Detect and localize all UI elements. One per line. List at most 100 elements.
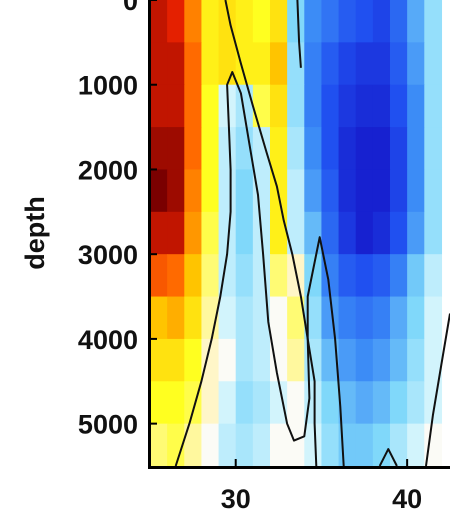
y-tick-label: 3000 bbox=[78, 240, 138, 270]
heatmap-cell bbox=[150, 423, 168, 467]
heatmap-cell bbox=[407, 0, 425, 43]
heatmap-cell bbox=[304, 42, 323, 86]
heatmap-cell bbox=[150, 254, 168, 298]
heatmap-cell bbox=[355, 0, 374, 43]
heatmap-cell bbox=[424, 254, 443, 298]
heatmap-cell bbox=[390, 42, 408, 86]
heatmap-cell bbox=[235, 423, 254, 467]
heatmap-cell bbox=[150, 211, 168, 255]
heatmap-cell bbox=[201, 423, 220, 467]
heatmap-cell bbox=[270, 127, 288, 171]
heatmap-cell bbox=[150, 296, 168, 340]
heatmap-cell bbox=[372, 296, 391, 340]
heatmap-cell bbox=[167, 42, 185, 86]
heatmap-cell bbox=[390, 127, 408, 171]
heatmap-cell bbox=[321, 338, 340, 382]
heatmap-cell bbox=[287, 84, 305, 128]
heatmap-cell bbox=[184, 423, 203, 467]
heatmap-cell bbox=[321, 84, 340, 128]
heatmap-cell bbox=[407, 42, 425, 86]
heatmap-cell bbox=[407, 381, 425, 425]
heatmap-cell bbox=[338, 381, 357, 425]
heatmap-cell bbox=[390, 169, 408, 213]
heatmap-cell bbox=[372, 42, 391, 86]
heatmap-cell bbox=[150, 84, 168, 128]
y-tick-label: 1000 bbox=[78, 71, 138, 101]
heatmap-cell bbox=[390, 423, 408, 467]
heatmap-cell bbox=[252, 84, 271, 128]
y-ticks: 0 1000 2000 3000 4000 5000 bbox=[78, 0, 157, 440]
heatmap-cell bbox=[270, 211, 288, 255]
heatmap-cell bbox=[235, 0, 254, 43]
heatmap-cell bbox=[270, 423, 288, 467]
heatmap-cell bbox=[287, 296, 305, 340]
heatmap-cell bbox=[390, 0, 408, 43]
heatmap-cell bbox=[355, 254, 374, 298]
heatmap-cell bbox=[321, 127, 340, 171]
heatmap-cell bbox=[235, 381, 254, 425]
heatmap-cell bbox=[218, 254, 237, 298]
heatmap-cell bbox=[355, 42, 374, 86]
heatmap-cell bbox=[304, 211, 323, 255]
heatmap-cell bbox=[167, 338, 185, 382]
heatmap-cell bbox=[338, 169, 357, 213]
heatmap-cell bbox=[321, 381, 340, 425]
heatmap-cell bbox=[304, 127, 323, 171]
heatmap-cell bbox=[201, 0, 220, 43]
heatmap-cell bbox=[252, 127, 271, 171]
heatmap-cell bbox=[287, 169, 305, 213]
heatmap-cell bbox=[287, 381, 305, 425]
heatmap-cell bbox=[424, 42, 443, 86]
heatmap-cell bbox=[150, 127, 168, 171]
heatmap-cell bbox=[321, 423, 340, 467]
heatmap-cell bbox=[150, 338, 168, 382]
heatmap-cell bbox=[201, 42, 220, 86]
heatmap-cell bbox=[304, 0, 323, 43]
heatmap-cell bbox=[424, 296, 443, 340]
heatmap-cell bbox=[235, 211, 254, 255]
heatmap-cell bbox=[321, 211, 340, 255]
heatmap-cell bbox=[424, 338, 443, 382]
heatmap-cell bbox=[407, 338, 425, 382]
heatmap-cell bbox=[218, 42, 237, 86]
x-tick-label: 30 bbox=[221, 484, 251, 514]
heatmap-cell bbox=[270, 338, 288, 382]
heatmap-cell bbox=[184, 254, 203, 298]
heatmap-cell bbox=[287, 127, 305, 171]
heatmap-cell bbox=[184, 211, 203, 255]
heatmap-cell bbox=[390, 338, 408, 382]
heatmap-cell bbox=[252, 423, 271, 467]
heatmap-cell bbox=[355, 423, 374, 467]
heatmap-cell bbox=[355, 84, 374, 128]
heatmap-cell bbox=[218, 423, 237, 467]
heatmap-cell bbox=[270, 254, 288, 298]
heatmap-cell bbox=[338, 338, 357, 382]
heatmap-cell bbox=[304, 296, 323, 340]
heatmap-cell bbox=[252, 381, 271, 425]
heatmap-cell bbox=[372, 338, 391, 382]
heatmap-cell bbox=[287, 42, 305, 86]
heatmap-cell bbox=[167, 381, 185, 425]
heatmap-cell bbox=[338, 254, 357, 298]
heatmap-cell bbox=[355, 381, 374, 425]
heatmap-cell bbox=[390, 84, 408, 128]
y-tick-label: 0 bbox=[123, 0, 138, 16]
heatmap-cell bbox=[270, 84, 288, 128]
x-tick-label: 40 bbox=[392, 484, 422, 514]
heatmap-cell bbox=[407, 211, 425, 255]
zero-contour-central bbox=[174, 71, 345, 467]
heatmap-cell bbox=[252, 254, 271, 298]
heatmap-cell bbox=[201, 127, 220, 171]
heatmap-cell bbox=[372, 0, 391, 43]
heatmap-cell bbox=[355, 127, 374, 171]
heatmap-cell bbox=[270, 296, 288, 340]
heatmap-cell bbox=[287, 0, 305, 43]
heatmap-cell bbox=[304, 84, 323, 128]
heatmap-cell bbox=[167, 0, 185, 43]
heatmap-cell bbox=[184, 338, 203, 382]
heatmap-cell bbox=[167, 296, 185, 340]
heatmap-cell bbox=[235, 42, 254, 86]
heatmap-cell bbox=[424, 423, 443, 467]
heatmap-cell bbox=[235, 338, 254, 382]
heatmap-cell bbox=[167, 211, 185, 255]
